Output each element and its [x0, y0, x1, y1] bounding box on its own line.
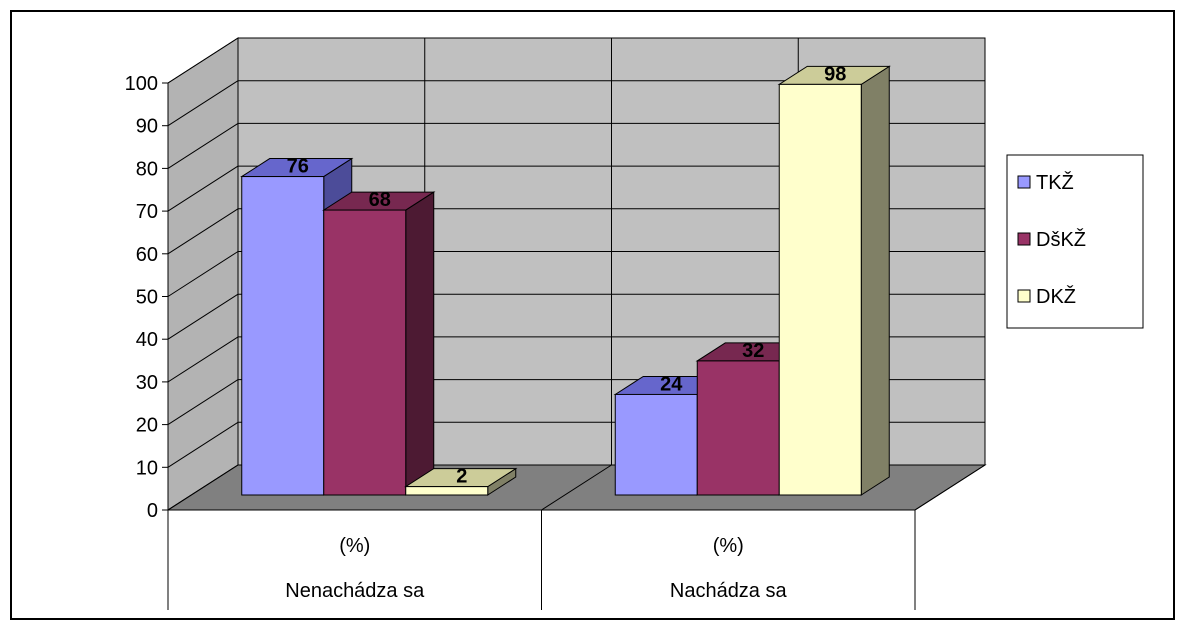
gridline-side [167, 379, 239, 426]
x-group-label: Nachádza sa [670, 580, 788, 602]
y-tick-label: 50 [136, 287, 158, 309]
gridline-side [167, 421, 239, 468]
legend-swatch [1017, 289, 1031, 303]
y-tick-label: 60 [136, 244, 158, 266]
x-group-label: Nenachádza sa [285, 580, 425, 602]
gridline-side [167, 293, 239, 340]
y-tick-label: 100 [125, 73, 158, 95]
bar-DKŽ-0 [404, 467, 518, 496]
gridline-side [167, 80, 239, 127]
floor-divider [914, 464, 986, 511]
legend-swatch [1017, 175, 1031, 189]
bar-DKŽ-1 [777, 65, 891, 496]
bars [240, 65, 891, 496]
data-label: 2 [456, 466, 467, 488]
y-tick-label: 90 [136, 116, 158, 138]
gridline-side [167, 122, 239, 169]
x-category-label: (%) [339, 535, 370, 557]
gridline-side [167, 208, 239, 255]
gridline-side [167, 251, 239, 297]
legend-entry: TKŽ [1036, 171, 1074, 194]
gridline-side [167, 37, 239, 84]
data-label: 32 [742, 340, 764, 362]
y-tick-label: 0 [147, 500, 158, 522]
floor-divider [541, 464, 612, 511]
bar-front [405, 486, 489, 496]
bar-side [405, 191, 435, 496]
gridline-side [167, 165, 239, 212]
y-tick-label: 20 [136, 415, 158, 437]
x-axis: (%) Nenachádza sa (%) Nachádza sa [167, 510, 916, 610]
legend-entry: DšKŽ [1036, 228, 1086, 251]
data-label: 68 [369, 189, 391, 211]
y-axis: 0 10 20 30 40 50 60 70 80 90 100 [125, 73, 169, 522]
bar-front [696, 360, 780, 496]
data-labels: 76 68 2 24 32 98 [287, 63, 847, 487]
x-category-label: (%) [713, 535, 744, 557]
bar-DšKŽ-0 [322, 191, 436, 496]
legend-swatch [1017, 232, 1031, 246]
bar-front [323, 209, 407, 496]
bar-front [778, 83, 862, 496]
y-tick-label: 70 [136, 201, 158, 223]
y-tick-label: 80 [136, 158, 158, 180]
legend-entry: DKŽ [1036, 285, 1076, 308]
data-label: 24 [660, 373, 683, 395]
gridline-side [167, 336, 239, 383]
bar-front [241, 176, 325, 496]
floor-divider [167, 464, 239, 511]
legend: TKŽ DšKŽ DKŽ [1006, 154, 1144, 329]
y-tick-label: 10 [136, 457, 158, 479]
y-tick-label: 40 [136, 329, 158, 351]
bar-front [614, 393, 698, 496]
data-label: 98 [824, 63, 846, 85]
bar-side [860, 65, 890, 496]
y-tick-label: 30 [136, 372, 158, 394]
data-label: 76 [287, 156, 309, 178]
